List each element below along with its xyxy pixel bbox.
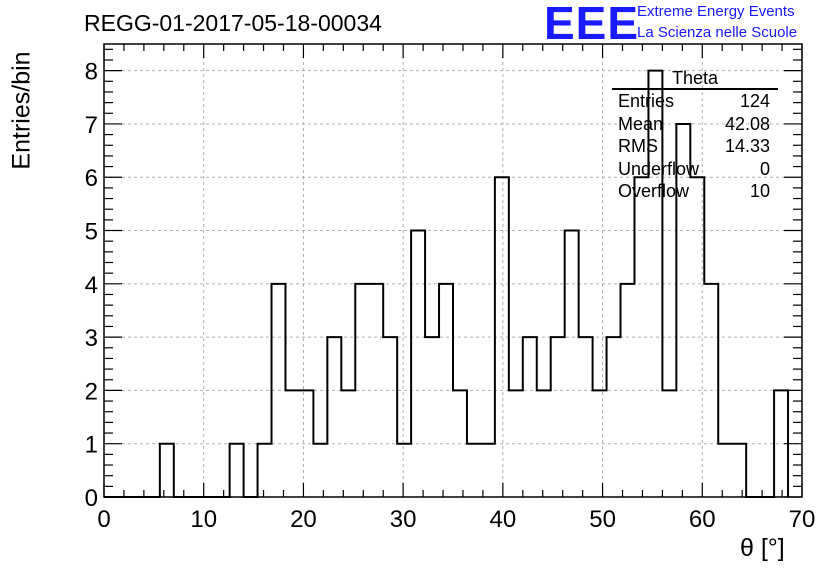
plot-border [103,43,803,498]
stats-value: 14.33 [724,136,770,156]
y-tick-label: 7 [85,112,98,139]
eee-logo: EEE [544,0,640,49]
x-tick-label: 10 [190,506,217,533]
stats-label: Overflow [618,181,690,201]
histogram-bin [523,337,537,497]
histogram-bin [313,444,327,497]
histogram-bin [160,444,174,497]
stats-label: Underflow [618,158,700,179]
histogram-bin [634,177,648,497]
x-axis-label: θ [°] [740,534,785,562]
histogram-bin [272,284,286,497]
y-tick-label: 0 [85,485,98,512]
histogram-bin [495,177,509,497]
histogram-bin [509,390,523,497]
axis-ticks [103,44,803,498]
y-tick-label: 5 [85,219,98,246]
y-axis-label: Entries/bin [7,51,36,170]
stats-value: 10 [749,181,770,201]
stats-row-mean: Mean 42.08 [612,113,778,136]
y-tick-labels: 0 1 2 3 4 5 6 7 8 [85,59,98,512]
histogram-bin [537,390,551,497]
plot-frame [103,43,803,498]
stats-label: Entries [618,91,675,111]
histogram-bin [718,444,732,497]
stats-row-underflow: Underflow 0 [612,158,778,181]
y-tick-label: 1 [85,432,98,459]
y-tick-label: 6 [85,165,98,192]
histogram-bin [732,444,746,497]
x-tick-label: 40 [490,506,517,533]
histogram-bin [593,390,607,497]
histogram-bin [439,284,453,497]
y-tick-label: 4 [85,272,98,299]
histogram-bin [579,337,593,497]
stats-row-overflow: Overflow 10 [612,180,778,203]
stats-row-entries: Entries 124 [612,90,778,113]
stats-value: 0 [759,158,770,179]
histogram-bin [397,444,411,497]
y-tick-label: 2 [85,378,98,405]
histogram-bin [369,284,383,497]
histogram-bin [551,337,565,497]
x-tick-label: 30 [390,506,417,533]
histogram-bin [299,390,313,497]
histogram-bin [481,444,495,497]
stats-value: 124 [739,91,770,111]
stats-box: Theta Entries 124 Mean 42.08 RMS 14.33 U… [612,68,778,203]
histogram-bin [690,177,704,497]
histogram-bin [453,390,467,497]
histogram-bin [230,444,244,497]
histogram-bin [621,284,635,497]
stats-label: Mean [618,113,664,134]
x-tick-label: 70 [789,506,816,533]
histogram-bin [411,231,425,497]
chart-title: REGG-01-2017-05-18-00034 [84,10,382,36]
histogram-bin [258,444,272,497]
y-tick-label: 3 [85,325,98,352]
stats-value: 42.08 [724,113,770,134]
x-tick-labels: 0 10 20 30 40 50 60 70 [97,506,815,533]
logo-tagline-2: La Scienza nelle Scuole [637,24,798,41]
histogram-bin [327,337,341,497]
histogram-bin [467,444,481,497]
x-tick-label: 20 [290,506,317,533]
stats-row-rms: RMS 14.33 [612,135,778,158]
histogram-bin [285,390,299,497]
x-tick-label: 60 [689,506,716,533]
histogram-bin [662,390,676,497]
x-tick-label: 0 [97,506,110,533]
x-tick-label: 50 [589,506,616,533]
histogram-bin [425,337,439,497]
histogram-bin [607,337,621,497]
histogram-bin [565,231,579,497]
histogram-bin [704,284,718,497]
histogram-bin [341,390,355,497]
histogram-bin [383,337,397,497]
histogram-bin [355,284,369,497]
stats-label: RMS [618,136,658,156]
logo-tagline-1: Extreme Energy Events [637,3,795,20]
y-tick-label: 8 [85,59,98,86]
stats-title: Theta [612,68,778,90]
